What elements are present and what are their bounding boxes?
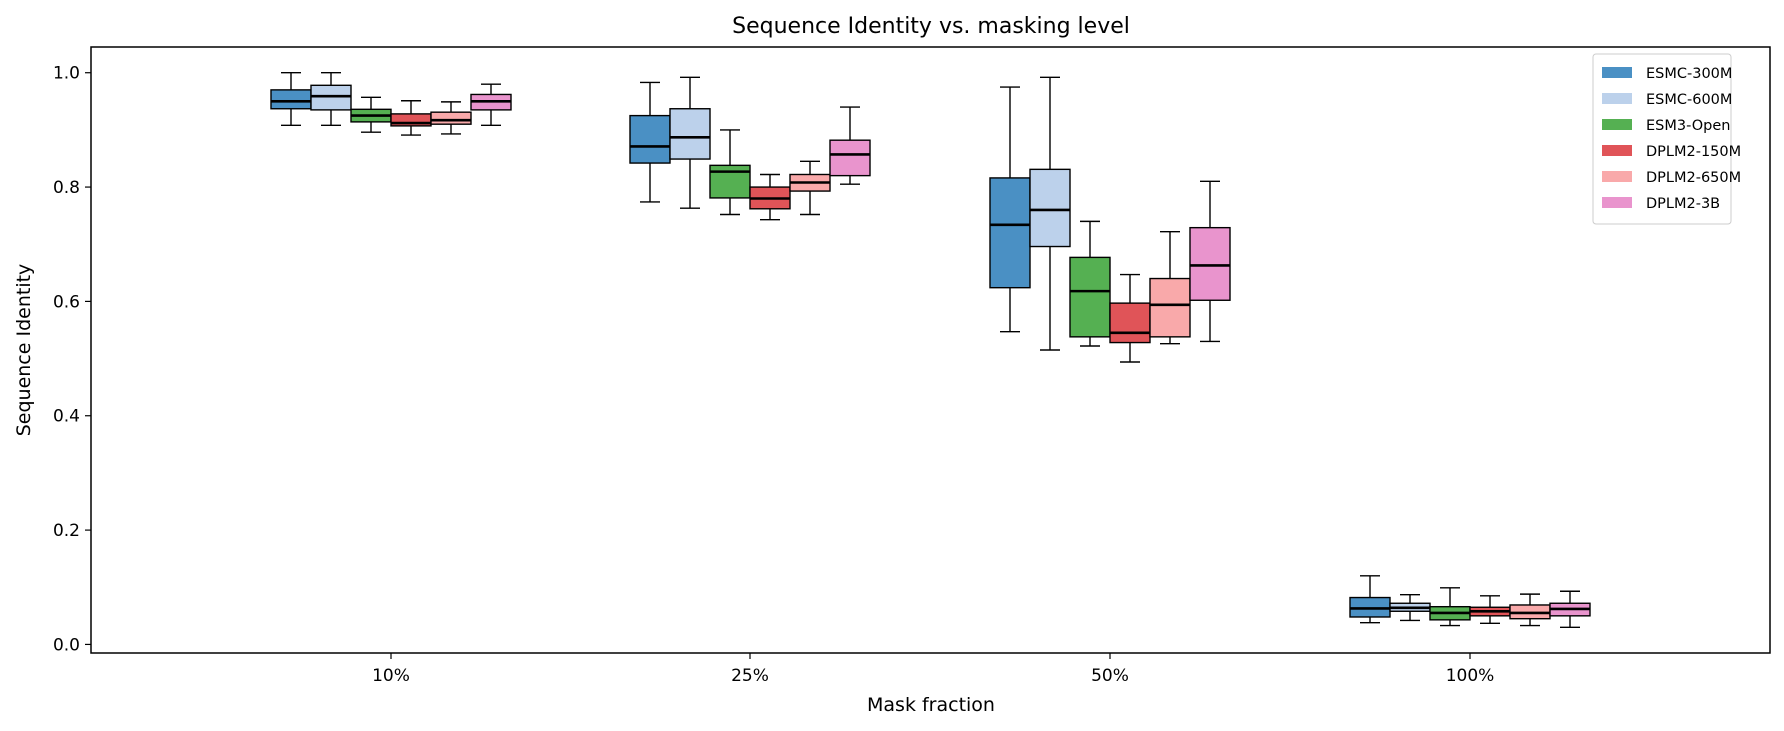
- y-tick-label: 0.0: [53, 635, 80, 655]
- box-dplm2-650m-25pct: [789, 160, 831, 216]
- legend-label: ESMC-600M: [1646, 92, 1732, 108]
- legend-swatch: [1602, 93, 1632, 104]
- x-tick-label: 50%: [1091, 666, 1129, 686]
- x-axis: 10% 25% 50% 100%: [372, 653, 1494, 686]
- legend-item: DPLM2-650M: [1602, 170, 1741, 186]
- legend-item: DPLM2-150M: [1602, 144, 1741, 160]
- legend-label: DPLM2-3B: [1646, 196, 1720, 212]
- x-axis-label: Mask fraction: [867, 694, 995, 716]
- legend: ESMC-300M ESMC-600M ESM3-Open DPLM2-150M DPL…: [1592, 53, 1741, 225]
- x-tick-label: 25%: [731, 666, 769, 686]
- legend-swatch: [1602, 145, 1632, 156]
- y-axis-label: Sequence Identity: [13, 264, 35, 437]
- y-tick-label: 0.8: [53, 178, 80, 198]
- box-esmc-300m-25pct: [629, 81, 671, 203]
- box-iqr: [829, 139, 871, 177]
- box-esmc-600m-50pct: [1029, 76, 1071, 351]
- y-tick-label: 0.2: [53, 521, 80, 541]
- box-dplm2-3b-25pct: [829, 106, 871, 185]
- plot-area-frame: [90, 46, 1771, 654]
- box-dplm2-3b-50pct: [1189, 180, 1231, 343]
- legend-swatch: [1602, 119, 1632, 130]
- legend-item: ESMC-300M: [1602, 66, 1732, 82]
- legend-item: DPLM2-3B: [1602, 196, 1720, 212]
- legend-label: DPLM2-150M: [1646, 144, 1741, 160]
- box-dplm2-3b-100pct: [1549, 590, 1591, 628]
- legend-item: ESMC-600M: [1602, 92, 1732, 108]
- box-esmc-600m-25pct: [669, 76, 711, 209]
- y-tick-label: 0.4: [53, 407, 80, 427]
- box-iqr: [1189, 226, 1231, 301]
- box-iqr: [709, 164, 751, 199]
- legend-swatch: [1602, 67, 1632, 78]
- box-dplm2-150m-100pct: [1469, 595, 1511, 624]
- box-dplm2-650m-100pct: [1509, 593, 1551, 627]
- box-esmc-600m-10pct: [310, 72, 352, 127]
- chart-title: Sequence Identity vs. masking level: [732, 14, 1130, 39]
- box-iqr: [310, 84, 352, 111]
- box-esm3-open-50pct: [1069, 220, 1111, 347]
- box-esm3-open-100pct: [1429, 587, 1471, 627]
- box-iqr: [1149, 277, 1191, 338]
- box-esmc-300m-10pct: [270, 72, 312, 127]
- box-iqr: [1109, 302, 1151, 344]
- box-groups: [270, 72, 1591, 628]
- box-dplm2-3b-10pct: [470, 83, 512, 127]
- x-tick-label: 100%: [1446, 666, 1495, 686]
- y-tick-label: 0.6: [53, 292, 80, 312]
- legend-item: ESM3-Open: [1602, 118, 1730, 134]
- y-axis: 0.0 0.2 0.4 0.6 0.8 1.0: [53, 64, 91, 655]
- box-esmc-600m-100pct: [1389, 593, 1431, 622]
- box-dplm2-150m-50pct: [1109, 273, 1151, 363]
- box-dplm2-650m-10pct: [430, 101, 472, 135]
- legend-label: ESMC-300M: [1646, 66, 1732, 82]
- box-iqr: [1069, 256, 1111, 338]
- box-dplm2-650m-50pct: [1149, 230, 1191, 345]
- box-dplm2-150m-10pct: [390, 100, 432, 136]
- box-esm3-open-25pct: [709, 129, 751, 216]
- box-iqr: [430, 111, 472, 125]
- legend-label: ESM3-Open: [1646, 118, 1730, 134]
- legend-swatch: [1602, 171, 1632, 182]
- legend-swatch: [1602, 197, 1632, 208]
- box-esmc-300m-50pct: [989, 86, 1031, 333]
- box-dplm2-150m-25pct: [749, 173, 791, 221]
- box-iqr: [1029, 168, 1071, 248]
- box-iqr: [270, 89, 312, 110]
- box-esmc-300m-100pct: [1349, 575, 1391, 624]
- box-esm3-open-10pct: [350, 96, 392, 133]
- legend-label: DPLM2-650M: [1646, 170, 1741, 186]
- box-iqr: [669, 108, 711, 160]
- box-iqr: [629, 114, 671, 164]
- y-tick-label: 1.0: [53, 64, 80, 84]
- x-tick-label: 10%: [372, 666, 410, 686]
- box-iqr: [989, 177, 1031, 289]
